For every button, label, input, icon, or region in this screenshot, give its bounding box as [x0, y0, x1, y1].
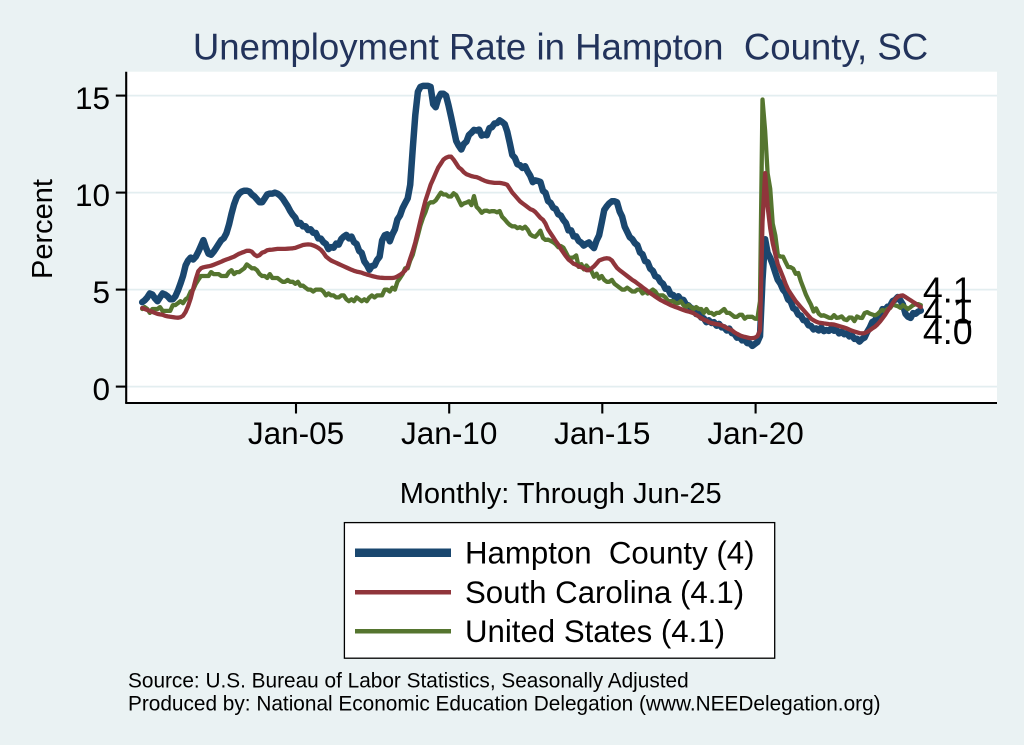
svg-text:South Carolina (4.1): South Carolina (4.1)	[465, 575, 744, 610]
svg-text:Hampton County (4): Hampton County (4)	[465, 536, 754, 571]
svg-text:Source: U.S. Bureau of Labor S: Source: U.S. Bureau of Labor Statistics,…	[128, 670, 689, 693]
svg-text:Percent: Percent	[27, 179, 59, 279]
svg-text:Jan-10: Jan-10	[401, 415, 497, 451]
svg-text:United States (4.1): United States (4.1)	[465, 614, 725, 649]
svg-text:Jan-05: Jan-05	[248, 415, 344, 451]
svg-text:Jan-15: Jan-15	[554, 415, 650, 451]
svg-text:4.0: 4.0	[923, 312, 973, 352]
svg-text:4.1: 4.1	[923, 291, 973, 331]
svg-text:4.1: 4.1	[923, 270, 973, 310]
svg-text:Unemployment Rate in Hampton: Unemployment Rate in Hampton County, SC	[193, 27, 928, 68]
svg-text:5: 5	[92, 274, 110, 310]
svg-text:10: 10	[75, 177, 110, 213]
svg-text:Jan-20: Jan-20	[707, 415, 803, 451]
svg-text:0: 0	[92, 371, 110, 407]
svg-text:Produced by: National Economic: Produced by: National Economic Education…	[128, 693, 881, 716]
svg-text:15: 15	[75, 80, 110, 116]
svg-text:Monthly: Through Jun-25: Monthly: Through Jun-25	[400, 478, 722, 510]
